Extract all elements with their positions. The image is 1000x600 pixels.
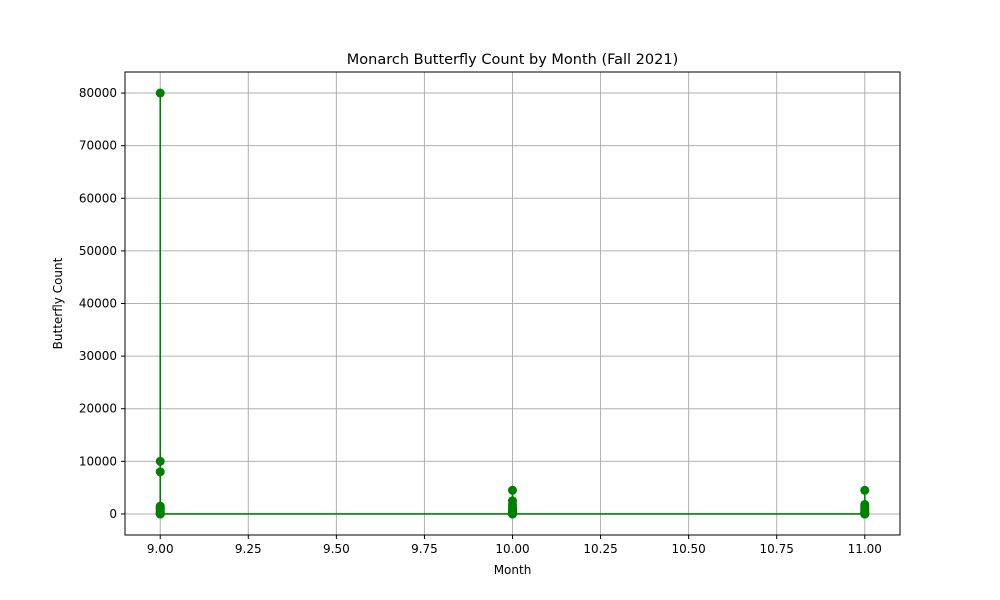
x-tick-label: 9.25 [235,542,262,556]
ticks: 9.00 9.25 9.50 9.75 10.00 10.25 10.50 10.75 11.0… [79,86,882,556]
data-point [155,509,165,519]
y-tick-label: 20000 [79,402,117,416]
x-tick-label: 10.00 [495,542,529,556]
grid [125,72,900,535]
data-point [860,485,870,495]
x-tick-label: 9.00 [147,542,174,556]
data-point [155,88,165,98]
series-layer [155,88,870,519]
y-tick-label: 40000 [79,297,117,311]
y-axis-title: Butterfly Count [51,257,65,349]
y-tick-label: 10000 [79,454,117,468]
y-tick-label: 0 [109,507,117,521]
data-point [155,467,165,477]
x-tick-label: 10.50 [671,542,705,556]
x-tick-label: 10.25 [583,542,617,556]
y-tick-label: 50000 [79,244,117,258]
x-tick-label: 9.50 [323,542,350,556]
x-tick-label: 9.75 [411,542,438,556]
data-point [860,509,870,519]
y-tick-label: 60000 [79,191,117,205]
x-tick-label: 11.00 [848,542,882,556]
y-tick-label: 30000 [79,349,117,363]
x-axis-title: Month [494,563,532,577]
y-tick-label: 70000 [79,139,117,153]
y-tick-label: 80000 [79,86,117,100]
x-tick-label: 10.75 [760,542,794,556]
chart-title: Monarch Butterfly Count by Month (Fall 2… [347,52,678,68]
data-point [508,509,517,519]
data-point [508,485,517,495]
data-point [155,456,165,466]
